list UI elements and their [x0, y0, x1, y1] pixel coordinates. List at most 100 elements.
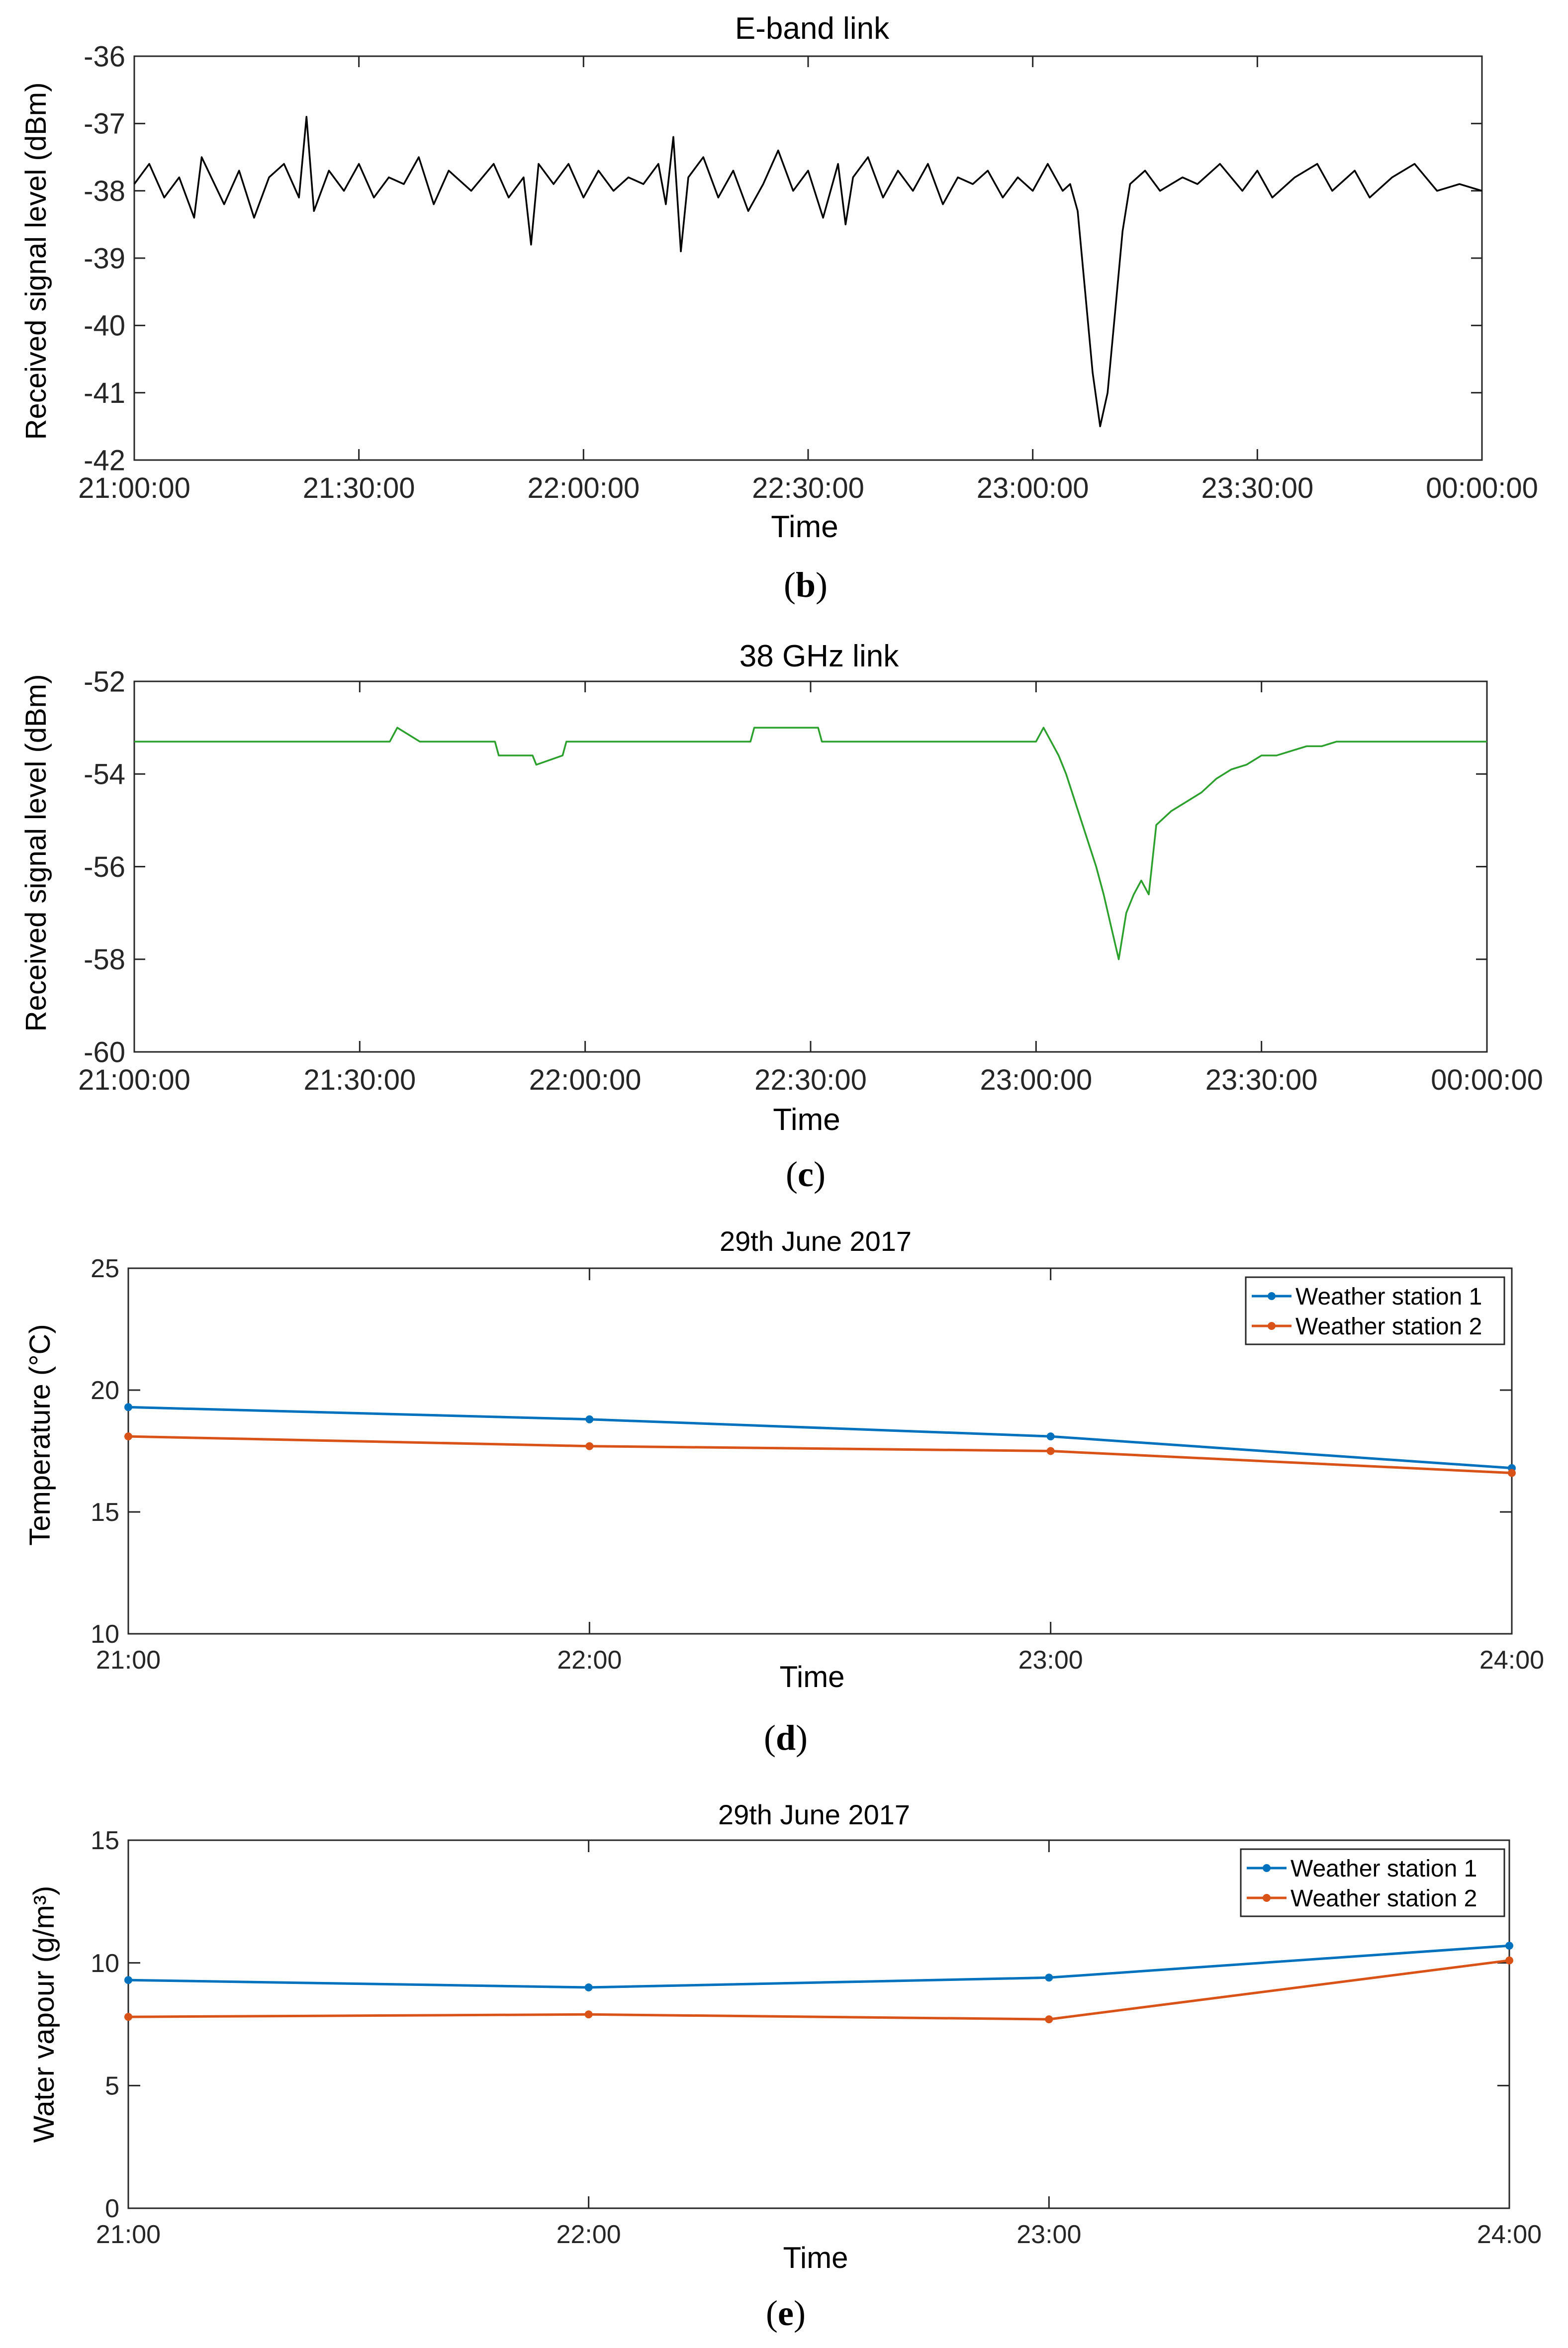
- panel-c-38ghz-link: 38 GHz link Received signal level (dBm) …: [20, 639, 1543, 1194]
- y-axis-label: Water vapour (g/m³): [28, 1886, 60, 2143]
- y-tick-label: 25: [91, 1254, 119, 1283]
- series-line: [133, 116, 1482, 428]
- y-tick-label: 10: [91, 1949, 119, 1978]
- x-axis-label: Time: [773, 1103, 840, 1137]
- panel-caption: (e): [766, 2293, 806, 2333]
- legend-swatch-marker: [1268, 1292, 1276, 1300]
- data-point: [584, 1983, 593, 1991]
- y-tick-label: -37: [84, 108, 125, 140]
- x-tick-label: 21:00: [96, 2220, 161, 2249]
- legend-swatch-marker: [1263, 1894, 1271, 1902]
- x-tick-label: 22:30:00: [754, 1064, 867, 1096]
- caption-letter: e: [778, 2293, 794, 2333]
- series-line: [134, 727, 1487, 960]
- x-tick-label: 21:00:00: [78, 472, 190, 504]
- data-point: [1045, 1973, 1053, 1982]
- data-point: [584, 2010, 593, 2019]
- y-tick-label: 20: [91, 1376, 119, 1405]
- y-axis-label: Temperature (°C): [24, 1324, 56, 1545]
- y-tick-label: -41: [84, 377, 125, 409]
- panel-caption: (d): [764, 1718, 808, 1758]
- y-tick-label: -40: [84, 310, 125, 342]
- x-tick-label: 23:00:00: [977, 472, 1089, 504]
- x-tick-label: 22:00: [557, 1646, 622, 1675]
- panel-caption: (c): [786, 1154, 826, 1194]
- y-tick-label: -60: [84, 1036, 125, 1068]
- chart-title: 29th June 2017: [720, 1225, 912, 1257]
- legend-entry: Weather station 2: [1291, 1885, 1477, 1912]
- x-tick-label: 22:00:00: [527, 472, 640, 504]
- x-axis-label: Time: [783, 2241, 848, 2274]
- x-tick-label: 22:00: [556, 2220, 621, 2249]
- data-point: [1505, 1942, 1513, 1950]
- x-tick-label: 21:00:00: [78, 1064, 190, 1096]
- y-tick-label: -38: [84, 175, 125, 207]
- x-tick-label: 21:00: [96, 1646, 161, 1675]
- legend-swatch-marker: [1263, 1864, 1271, 1872]
- y-tick-label: -39: [84, 242, 125, 275]
- x-tick-label: 22:30:00: [752, 472, 864, 504]
- legend-entry: Weather station 2: [1295, 1314, 1482, 1340]
- data-point: [1046, 1447, 1055, 1455]
- legend-entry: Weather station 1: [1295, 1284, 1482, 1310]
- legend-entry: Weather station 1: [1291, 1856, 1477, 1882]
- y-tick-label: 10: [91, 1620, 119, 1649]
- y-tick-label: 15: [91, 1498, 119, 1527]
- caption-letter: c: [798, 1154, 814, 1194]
- x-tick-label: 21:30:00: [303, 472, 415, 504]
- y-tick-label: -52: [84, 665, 125, 698]
- data-point: [124, 1432, 132, 1441]
- data-point: [585, 1415, 594, 1423]
- y-tick-label: 5: [105, 2072, 119, 2101]
- x-tick-label: 24:00: [1479, 1646, 1544, 1675]
- panel-d-temperature: 29th June 2017 Temperature (°C) Time (d)…: [24, 1225, 1544, 1758]
- x-tick-label: 23:00:00: [980, 1064, 1092, 1096]
- y-axis-label: Received signal level (dBm): [20, 83, 52, 440]
- legend-box: [1245, 1276, 1505, 1345]
- x-tick-label: 23:30:00: [1205, 1064, 1318, 1096]
- data-point: [585, 1442, 594, 1450]
- data-point: [124, 1403, 132, 1411]
- y-tick-label: -58: [84, 943, 125, 976]
- data-point: [124, 1976, 132, 1984]
- y-tick-label: -42: [84, 444, 125, 476]
- x-tick-label: 00:00:00: [1426, 472, 1538, 504]
- x-tick-label: 23:00: [1016, 2220, 1081, 2249]
- x-tick-label: 21:30:00: [303, 1064, 416, 1096]
- x-axis-label: Time: [779, 1660, 844, 1693]
- panel-caption: (b): [784, 565, 828, 605]
- series-line: [128, 1406, 1512, 1470]
- data-point: [1505, 1956, 1513, 1965]
- y-tick-label: -36: [84, 40, 125, 73]
- legend-box: [1240, 1848, 1505, 1917]
- chart-title: 29th June 2017: [718, 1799, 910, 1830]
- chart-title: 38 GHz link: [739, 639, 899, 673]
- x-tick-label: 22:00:00: [529, 1064, 642, 1096]
- data-point: [1046, 1432, 1055, 1441]
- y-tick-label: 0: [105, 2194, 119, 2223]
- data-point: [124, 2013, 132, 2021]
- plot-area-frame: [133, 680, 1488, 1053]
- panel-e-water-vapour: 29th June 2017 Water vapour (g/m³) Time …: [28, 1799, 1542, 2333]
- x-axis-label: Time: [771, 510, 838, 544]
- x-tick-label: 23:30:00: [1201, 472, 1313, 504]
- series-line: [128, 1959, 1510, 2021]
- x-tick-label: 24:00: [1477, 2220, 1542, 2249]
- series-line: [128, 1944, 1510, 1989]
- y-tick-label: 15: [91, 1826, 119, 1855]
- y-tick-label: -54: [84, 758, 125, 791]
- data-point: [1045, 2015, 1053, 2024]
- legend: Weather station 1 Weather station 2: [1240, 1848, 1505, 1917]
- x-tick-label: 00:00:00: [1431, 1064, 1543, 1096]
- caption-letter: b: [796, 565, 816, 605]
- chart-title: E-band link: [735, 11, 890, 46]
- panel-b-e-band-link: E-band link Received signal level (dBm) …: [20, 11, 1538, 605]
- legend-swatch-marker: [1268, 1322, 1276, 1330]
- x-tick-label: 23:00: [1018, 1646, 1083, 1675]
- legend: Weather station 1 Weather station 2: [1245, 1276, 1505, 1345]
- y-axis-label: Received signal level (dBm): [20, 674, 52, 1032]
- series-line: [128, 1435, 1512, 1475]
- plot-area-frame: [133, 55, 1483, 461]
- data-point: [1508, 1469, 1516, 1477]
